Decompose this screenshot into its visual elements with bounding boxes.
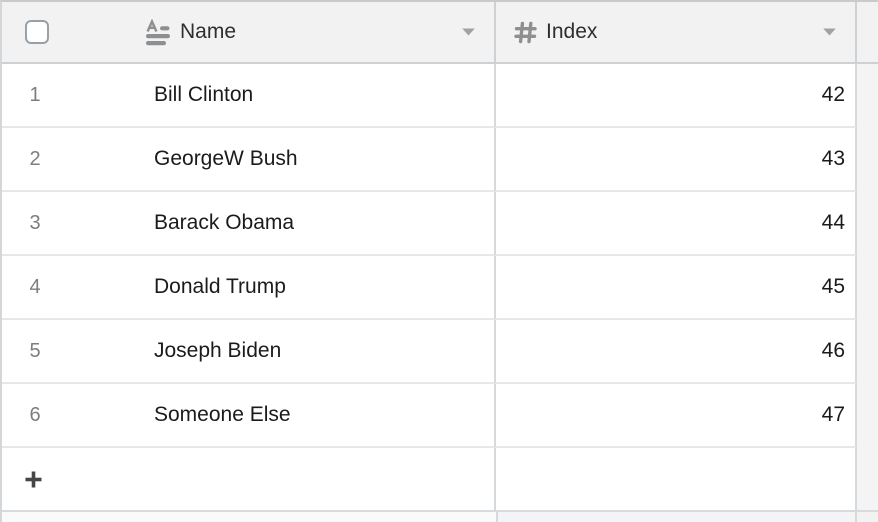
name-cell[interactable]: 3 Barack Obama <box>2 192 496 256</box>
add-row-cell[interactable] <box>2 448 496 510</box>
footer-strip-mid <box>496 512 857 522</box>
index-value: 44 <box>821 211 845 234</box>
index-value: 47 <box>821 403 845 426</box>
chevron-down-icon[interactable] <box>822 28 837 36</box>
column-name-label: Name <box>180 20 237 43</box>
column-header-name[interactable]: Name <box>2 2 496 64</box>
add-row-index-cell[interactable] <box>496 448 857 510</box>
index-cell[interactable]: 45 <box>496 256 857 320</box>
name-value: Barack Obama <box>154 211 295 234</box>
body-right-panel <box>857 448 878 510</box>
column-index-label: Index <box>546 20 598 43</box>
body-right-panel <box>857 256 878 320</box>
table-row: 4 Donald Trump 45 <box>2 256 878 320</box>
index-cell[interactable]: 42 <box>496 64 857 128</box>
name-value: Someone Else <box>154 403 291 426</box>
footer-strip <box>2 510 878 522</box>
name-value: Joseph Biden <box>154 339 282 362</box>
row-number: 4 <box>29 275 41 298</box>
index-value: 42 <box>821 83 845 106</box>
index-value: 43 <box>821 147 845 170</box>
index-cell[interactable]: 47 <box>496 384 857 448</box>
select-all-checkbox[interactable] <box>25 20 49 44</box>
index-value: 46 <box>821 339 845 362</box>
index-value: 45 <box>821 275 845 298</box>
header-right-panel <box>857 2 878 64</box>
body-right-panel <box>857 192 878 256</box>
name-value: Donald Trump <box>154 275 286 298</box>
name-cell[interactable]: 6 Someone Else <box>2 384 496 448</box>
table-header: Name Index <box>2 2 878 64</box>
column-header-index[interactable]: Index <box>496 2 857 64</box>
name-cell[interactable]: 5 Joseph Biden <box>2 320 496 384</box>
name-cell[interactable]: 4 Donald Trump <box>2 256 496 320</box>
footer-strip-right <box>857 512 878 522</box>
table-row: 1 Bill Clinton 42 <box>2 64 878 128</box>
name-cell[interactable]: 1 Bill Clinton <box>2 64 496 128</box>
chevron-down-icon[interactable] <box>461 28 476 36</box>
row-number: 1 <box>29 83 41 106</box>
body-right-panel <box>857 384 878 448</box>
body-right-panel <box>857 320 878 384</box>
row-number: 5 <box>29 339 41 362</box>
table-row: 2 GeorgeW Bush 43 <box>2 128 878 192</box>
index-cell[interactable]: 46 <box>496 320 857 384</box>
table-row: 6 Someone Else 47 <box>2 384 878 448</box>
add-row[interactable] <box>2 448 878 510</box>
name-value: Bill Clinton <box>154 83 254 106</box>
body-right-panel <box>857 128 878 192</box>
name-cell[interactable]: 2 GeorgeW Bush <box>2 128 496 192</box>
number-field-icon <box>513 20 538 45</box>
row-number: 2 <box>29 147 41 170</box>
plus-icon <box>25 471 42 488</box>
name-value: GeorgeW Bush <box>154 147 298 170</box>
table-row: 3 Barack Obama 44 <box>2 192 878 256</box>
index-cell[interactable]: 44 <box>496 192 857 256</box>
table-row: 5 Joseph Biden 46 <box>2 320 878 384</box>
index-cell[interactable]: 43 <box>496 128 857 192</box>
row-number: 6 <box>29 403 41 426</box>
row-number: 3 <box>29 211 41 234</box>
footer-strip-left <box>2 512 496 522</box>
body-right-panel <box>857 64 878 128</box>
text-field-icon <box>145 18 172 46</box>
